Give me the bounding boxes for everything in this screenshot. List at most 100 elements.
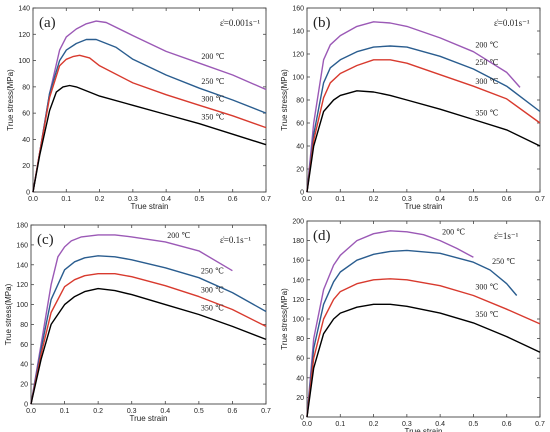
series-label: 250 ℃ <box>475 58 498 67</box>
series-label: 350 ℃ <box>475 109 498 118</box>
y-tick-label: 40 <box>22 137 30 144</box>
x-tick-label: 0.4 <box>435 421 445 428</box>
chart-panel-2: 0.0 0.1 0.2 0.3 0.4 0.5 0.6 0.7 0 20 40 60 80 100 120 1… <box>280 6 545 212</box>
x-tick-label: 0.7 <box>261 196 271 203</box>
y-tick-label: 180 <box>292 238 304 245</box>
x-tick-label: 0.5 <box>194 408 204 415</box>
x-tick-label: 0.3 <box>402 421 412 428</box>
x-tick-label: 0.5 <box>469 196 479 203</box>
y-tick-label: 100 <box>18 58 30 65</box>
x-tick-label: 0.5 <box>195 196 205 203</box>
x-tick-label: 0.7 <box>535 196 545 203</box>
y-tick-label: 20 <box>296 167 304 174</box>
y-tick-label: 100 <box>292 75 304 82</box>
y-tick-label: 120 <box>292 297 304 304</box>
x-tick-label: 0.0 <box>26 408 36 415</box>
y-tick-label: 20 <box>296 395 304 402</box>
x-tick-label: 0.4 <box>435 196 445 203</box>
x-tick-label: 0.7 <box>535 421 545 428</box>
y-axis-label: True stress(MPa) <box>6 69 15 131</box>
series-line-3 <box>306 278 541 418</box>
x-tick-label: 0.6 <box>228 408 238 415</box>
series-label: 350 ℃ <box>201 304 224 313</box>
chart-panel-3: 0.0 0.1 0.2 0.3 0.4 0.5 0.6 0.7 0 20 40 60 80 100 120 1… <box>4 223 271 424</box>
strain-rate-label: ε̇=1s⁻¹ <box>494 231 519 241</box>
strain-rate-label: ε̇=0.01s⁻¹ <box>494 18 530 28</box>
x-axis-label: True strain <box>405 427 443 432</box>
x-axis-label: True strain <box>130 414 168 423</box>
series-label: 200 ℃ <box>442 228 465 237</box>
x-tick-label: 0.4 <box>161 196 171 203</box>
x-tick-label: 0.1 <box>61 196 71 203</box>
strain-rate-label: ε̇=0.001s⁻¹ <box>220 18 260 28</box>
x-tick-label: 0.2 <box>369 196 379 203</box>
series-label: 200 ℃ <box>475 41 498 50</box>
y-tick-label: 120 <box>16 282 28 289</box>
y-tick-label: 40 <box>296 144 304 151</box>
chart-panel-4: 0.0 0.1 0.2 0.3 0.4 0.5 0.6 0.7 0 20 40 60 80 100 120 1… <box>280 219 545 432</box>
series-line-4 <box>306 303 541 418</box>
y-tick-label: 80 <box>20 322 28 329</box>
x-tick-label: 0.7 <box>261 408 271 415</box>
x-tick-label: 0.6 <box>228 196 238 203</box>
y-tick-label: 200 <box>292 219 304 226</box>
y-tick-label: 180 <box>16 223 28 230</box>
series-label: 250 ℃ <box>201 77 224 86</box>
y-tick-label: 0 <box>300 190 304 197</box>
series-line-1 <box>32 20 267 193</box>
plot-frame <box>306 220 541 418</box>
series-label: 300 ℃ <box>201 286 224 295</box>
y-tick-label: 100 <box>16 302 28 309</box>
x-tick-label: 0.1 <box>60 408 70 415</box>
series-label: 350 ℃ <box>475 310 498 319</box>
series-label: 300 ℃ <box>475 77 498 86</box>
y-tick-label: 140 <box>16 262 28 269</box>
y-tick-label: 0 <box>300 415 304 422</box>
y-axis-label: True stress(MPa) <box>280 288 289 350</box>
x-tick-label: 0.1 <box>335 196 345 203</box>
panel-label: (d) <box>313 228 331 244</box>
series-line-2 <box>32 38 267 193</box>
series-line-3 <box>30 273 267 405</box>
y-tick-label: 60 <box>20 342 28 349</box>
x-tick-label: 0.0 <box>302 196 312 203</box>
y-tick-label: 120 <box>292 52 304 59</box>
y-tick-label: 140 <box>292 29 304 36</box>
x-tick-label: 0.3 <box>127 408 137 415</box>
series-label: 200 ℃ <box>167 231 190 240</box>
series-label: 250 ℃ <box>201 267 224 276</box>
series-line-1 <box>306 230 474 418</box>
x-tick-label: 0.0 <box>302 421 312 428</box>
series-label: 300 ℃ <box>201 94 224 103</box>
y-tick-label: 60 <box>296 121 304 128</box>
x-tick-label: 0.5 <box>469 421 479 428</box>
y-tick-label: 160 <box>292 258 304 265</box>
y-tick-label: 140 <box>18 6 30 13</box>
strain-rate-label: ε̇=0.1s⁻¹ <box>220 235 251 245</box>
panel-label: (a) <box>39 15 56 31</box>
x-tick-label: 0.0 <box>28 196 38 203</box>
y-axis-label: True stress(MPa) <box>280 69 289 131</box>
y-tick-label: 60 <box>296 356 304 363</box>
series-line-1 <box>30 234 233 405</box>
plot-frame <box>306 7 541 193</box>
x-tick-label: 0.3 <box>128 196 138 203</box>
y-axis-label: True stress(MPa) <box>4 283 13 345</box>
y-tick-label: 0 <box>26 190 30 197</box>
y-tick-label: 80 <box>296 98 304 105</box>
series-line-3 <box>32 54 267 193</box>
y-tick-label: 120 <box>18 32 30 39</box>
series-line-4 <box>30 287 267 405</box>
y-tick-label: 60 <box>22 111 30 118</box>
y-tick-label: 140 <box>292 277 304 284</box>
panel-label: (c) <box>37 232 54 248</box>
x-tick-label: 0.2 <box>93 408 103 415</box>
chart-panel-1: 0.0 0.1 0.2 0.3 0.4 0.5 0.6 0.7 0 20 40 60 80 100 120 1… <box>6 6 271 212</box>
x-tick-label: 0.3 <box>402 196 412 203</box>
y-tick-label: 20 <box>20 382 28 389</box>
series-label: 200 ℃ <box>201 52 224 61</box>
series-line-3 <box>306 59 541 193</box>
x-tick-label: 0.6 <box>502 196 512 203</box>
series-label: 250 ℃ <box>492 257 515 266</box>
